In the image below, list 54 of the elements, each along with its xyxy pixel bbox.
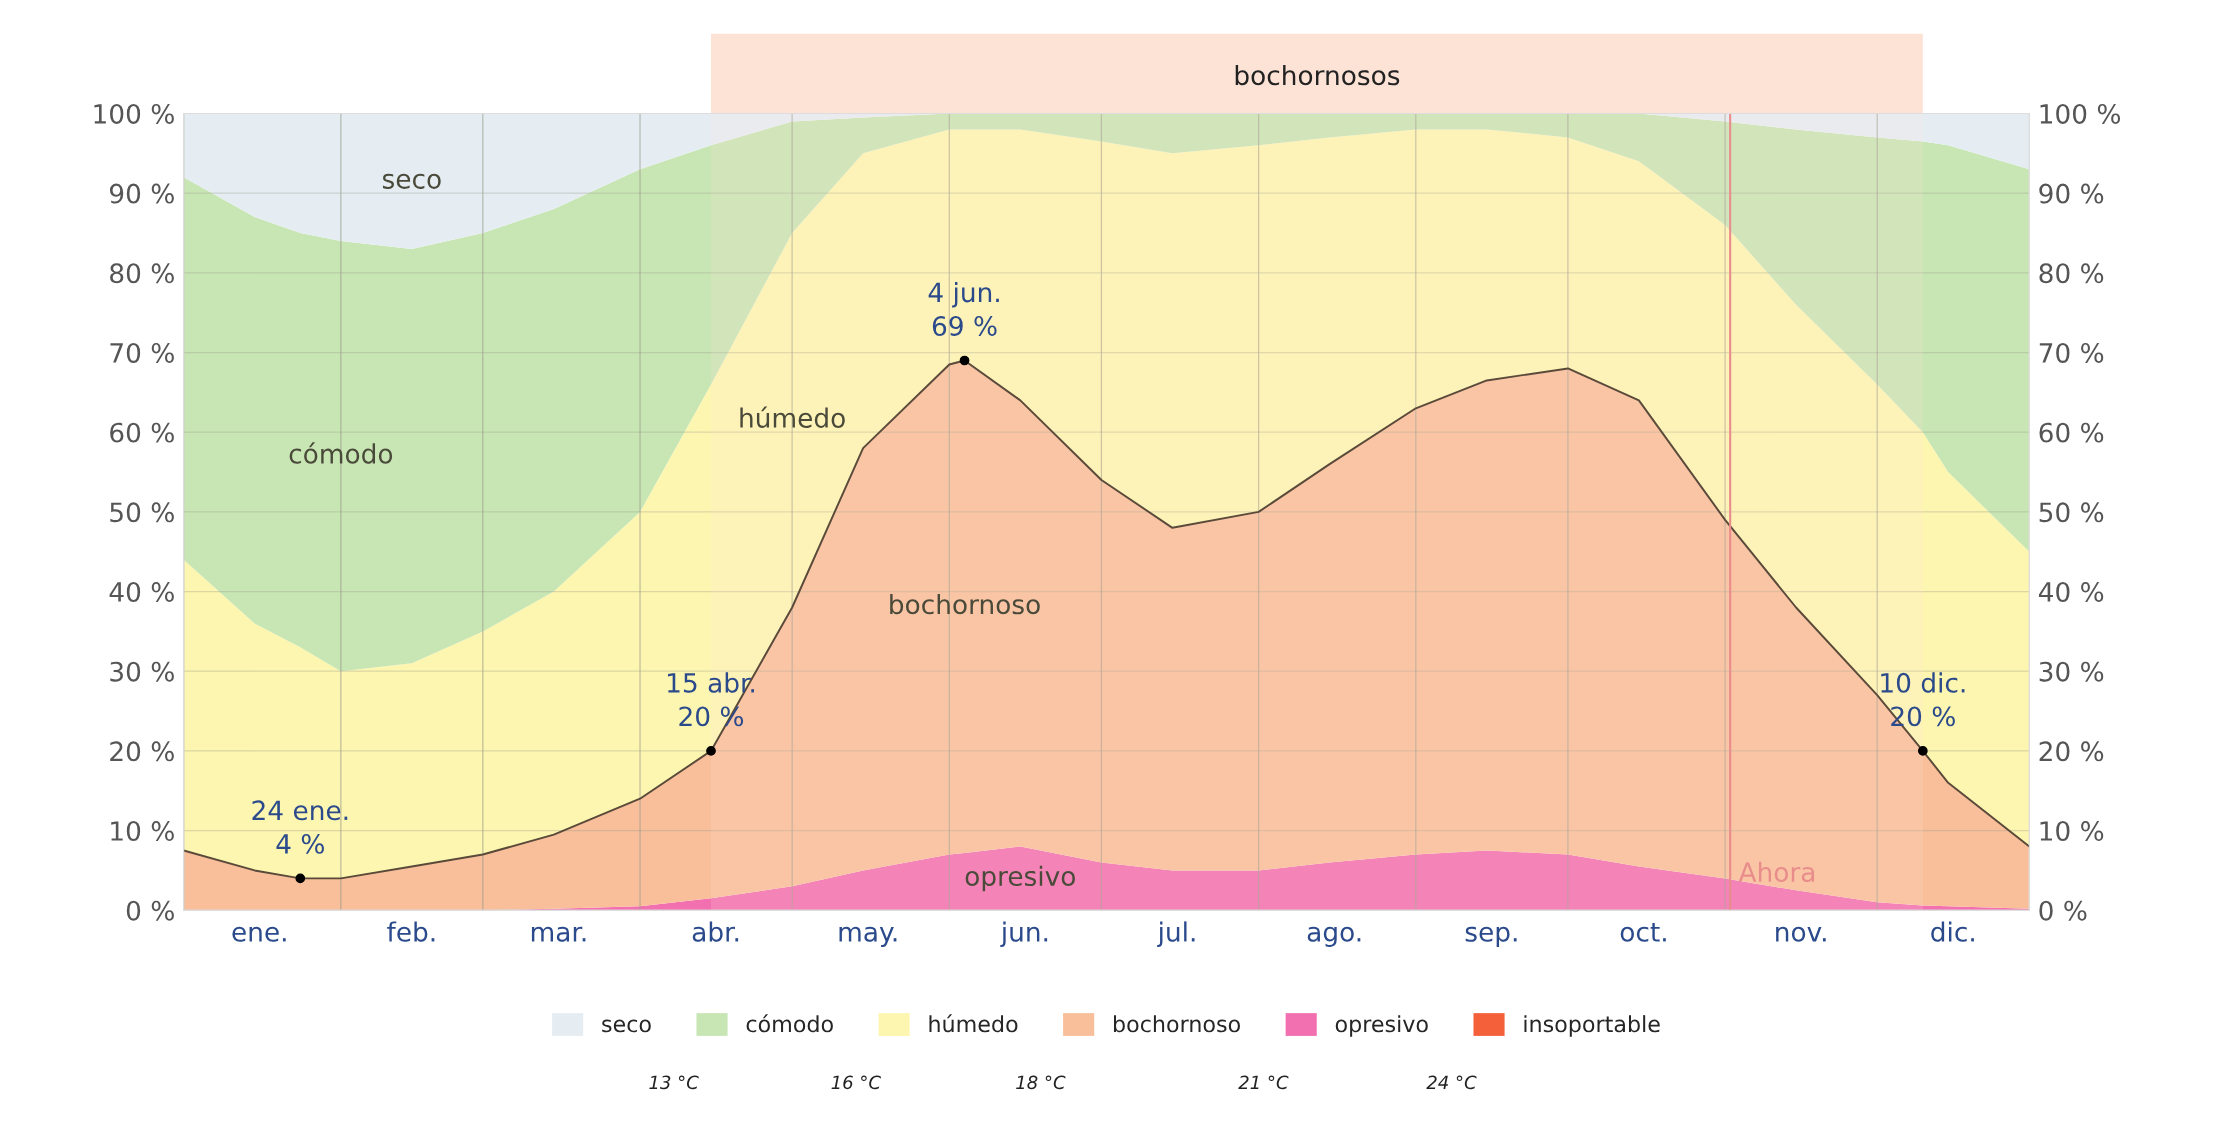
y2-tick-label: 80 % — [2039, 263, 2104, 284]
legend-label: cómodo — [746, 1014, 833, 1033]
y2-tick-label: 30 % — [2039, 661, 2104, 682]
text: bochornoso — [890, 593, 1040, 615]
text: húmedo — [740, 406, 845, 428]
x-tick-label: mar. — [531, 926, 586, 942]
annotation: 4 jun. 69 % — [928, 281, 999, 336]
y-tick-label: 90 % — [109, 183, 174, 204]
x-tick-label: oct. — [1620, 922, 1666, 942]
y-tick-label: 30 % — [110, 661, 174, 682]
text: 21 °C — [1238, 1075, 1289, 1090]
y2-tick-label: 40 % — [2038, 582, 2104, 602]
y2-tick-label: 70 % — [2039, 342, 2104, 363]
x-tick-label: jun. — [1000, 921, 1048, 947]
legend-label: opresivo — [1335, 1015, 1428, 1037]
x-tick-label: abr. — [692, 921, 739, 942]
text: cómodo — [289, 442, 393, 464]
annotation: 24 ene. 4 % — [252, 800, 348, 854]
y2-tick-label: 0 % — [2039, 900, 2087, 921]
y-tick-label: 0 % — [126, 900, 174, 921]
y2-tick-label: 20 % — [2039, 741, 2104, 762]
x-tick-label: ago. — [1307, 926, 1361, 947]
text: 18 °C — [1016, 1075, 1066, 1090]
x-tick-label: dic. — [1931, 921, 1974, 942]
y2-tick-label: 10 % — [2040, 821, 2104, 841]
legend-label: insoportable — [1524, 1015, 1660, 1037]
y-tick-label: 50 % — [110, 502, 174, 523]
x-tick-label: ene. — [232, 926, 286, 942]
y2-tick-label: 50 % — [2039, 502, 2104, 523]
y-tick-label: 40 % — [109, 582, 174, 602]
ref-line-label: Ahora — [1738, 861, 1815, 883]
band-label: bochornosos — [1235, 64, 1400, 86]
x-tick-label: feb. — [387, 921, 435, 942]
x-tick-label: sep. — [1465, 926, 1517, 947]
legend-label: seco — [602, 1019, 651, 1033]
text: 13 °C — [649, 1075, 699, 1090]
y-tick-label: 10 % — [111, 821, 174, 841]
y-tick-label: 70 % — [110, 342, 174, 363]
y2-tick-label: 90 % — [2039, 183, 2104, 204]
legend-label: bochornoso — [1114, 1015, 1240, 1033]
text: 16 °C — [831, 1075, 881, 1090]
x-tick-label: nov. — [1776, 926, 1826, 942]
y-tick-label: 20 % — [110, 741, 174, 762]
text: 24 °C — [1426, 1075, 1477, 1090]
y2-tick-label: 100 % — [2040, 103, 2121, 124]
y2-tick-label: 60 % — [2039, 422, 2104, 443]
x-tick-label: jul. — [1157, 921, 1195, 947]
y-tick-label: 80 % — [110, 263, 174, 284]
legend-label: húmedo — [929, 1014, 1018, 1033]
text: seco — [382, 173, 441, 189]
text: opresivo — [965, 865, 1075, 892]
y-tick-label: 60 % — [110, 422, 174, 443]
y-tick-label: 100 % — [94, 103, 174, 124]
x-tick-label: may. — [839, 926, 897, 947]
